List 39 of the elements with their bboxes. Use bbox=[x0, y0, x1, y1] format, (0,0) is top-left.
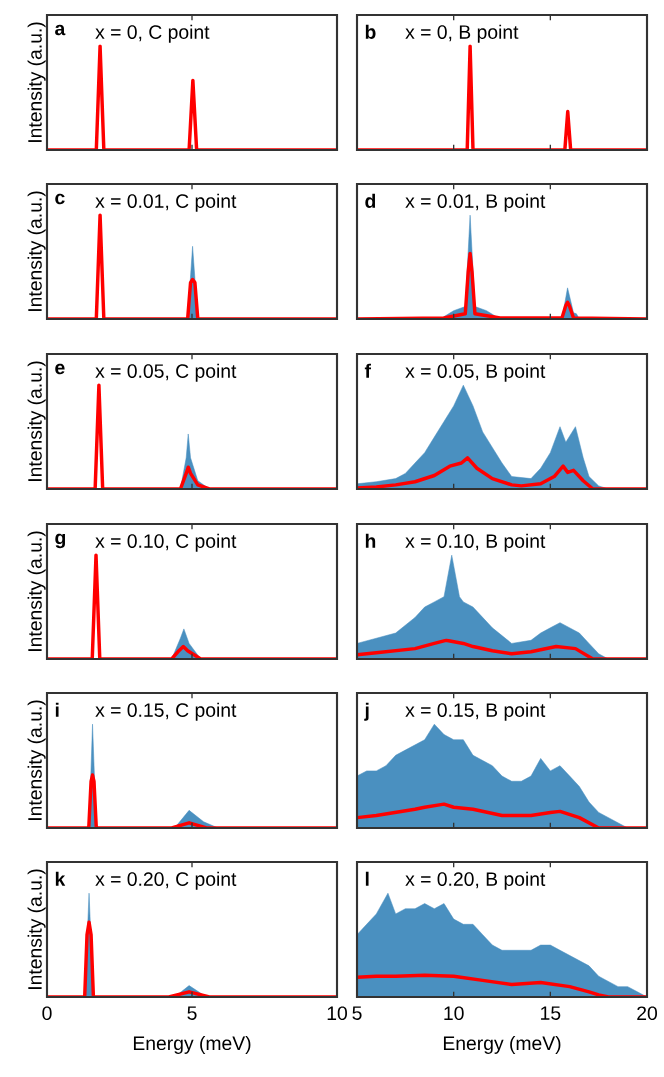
chart-title: x = 0.15, C point bbox=[95, 702, 237, 721]
chart-title: x = 0.10, B point bbox=[405, 533, 546, 552]
y-axis-title: Intensity (a.u.) bbox=[27, 361, 46, 481]
y-axis-title: Intensity (a.u.) bbox=[27, 700, 46, 820]
x-tick-label: 0 bbox=[42, 1006, 52, 1021]
x-tick-label: 10 bbox=[444, 1006, 464, 1021]
chart-title: x = 0.20, B point bbox=[405, 871, 546, 890]
text: j bbox=[364, 702, 369, 721]
chart-title: x = 0, C point bbox=[95, 24, 210, 43]
y-axis-title: Intensity (a.u.) bbox=[27, 869, 46, 989]
text: g bbox=[55, 533, 65, 549]
text: d bbox=[365, 193, 375, 208]
chart-title: x = 0.20, C point bbox=[95, 871, 237, 890]
chart-title: x = 0.10, C point bbox=[95, 533, 237, 552]
x-tick-label: 10 bbox=[327, 1006, 347, 1021]
x-tick-label: 5 bbox=[187, 1006, 197, 1020]
text: a bbox=[54, 24, 66, 36]
x-axis-title: Energy (meV) bbox=[133, 1035, 251, 1054]
y-axis-title: Intensity (a.u.) bbox=[27, 22, 46, 142]
y-axis-title: Intensity (a.u.) bbox=[27, 531, 46, 651]
text: b bbox=[365, 24, 376, 39]
x-axis-title: Energy (meV) bbox=[443, 1035, 561, 1054]
chart-title: x = 0.01, B point bbox=[405, 193, 546, 212]
text: l bbox=[365, 871, 369, 886]
text: e bbox=[55, 363, 65, 375]
x-tick-label: 5 bbox=[352, 1006, 362, 1020]
x-tick-label: 20 bbox=[637, 1006, 657, 1021]
text: c bbox=[55, 193, 65, 205]
chart-title: x = 0.15, B point bbox=[405, 702, 546, 721]
chart-title: x = 0.05, C point bbox=[95, 363, 237, 382]
chart-title: x = 0, B point bbox=[405, 24, 519, 43]
x-tick-label: 15 bbox=[540, 1006, 561, 1020]
y-axis-title: Intensity (a.u.) bbox=[27, 191, 46, 311]
chart-title: x = 0.05, B point bbox=[405, 363, 546, 382]
text: i bbox=[55, 702, 59, 717]
text: f bbox=[364, 363, 371, 378]
text: k bbox=[55, 871, 66, 886]
chart-title: x = 0.01, C point bbox=[95, 193, 237, 212]
text: h bbox=[365, 533, 376, 548]
